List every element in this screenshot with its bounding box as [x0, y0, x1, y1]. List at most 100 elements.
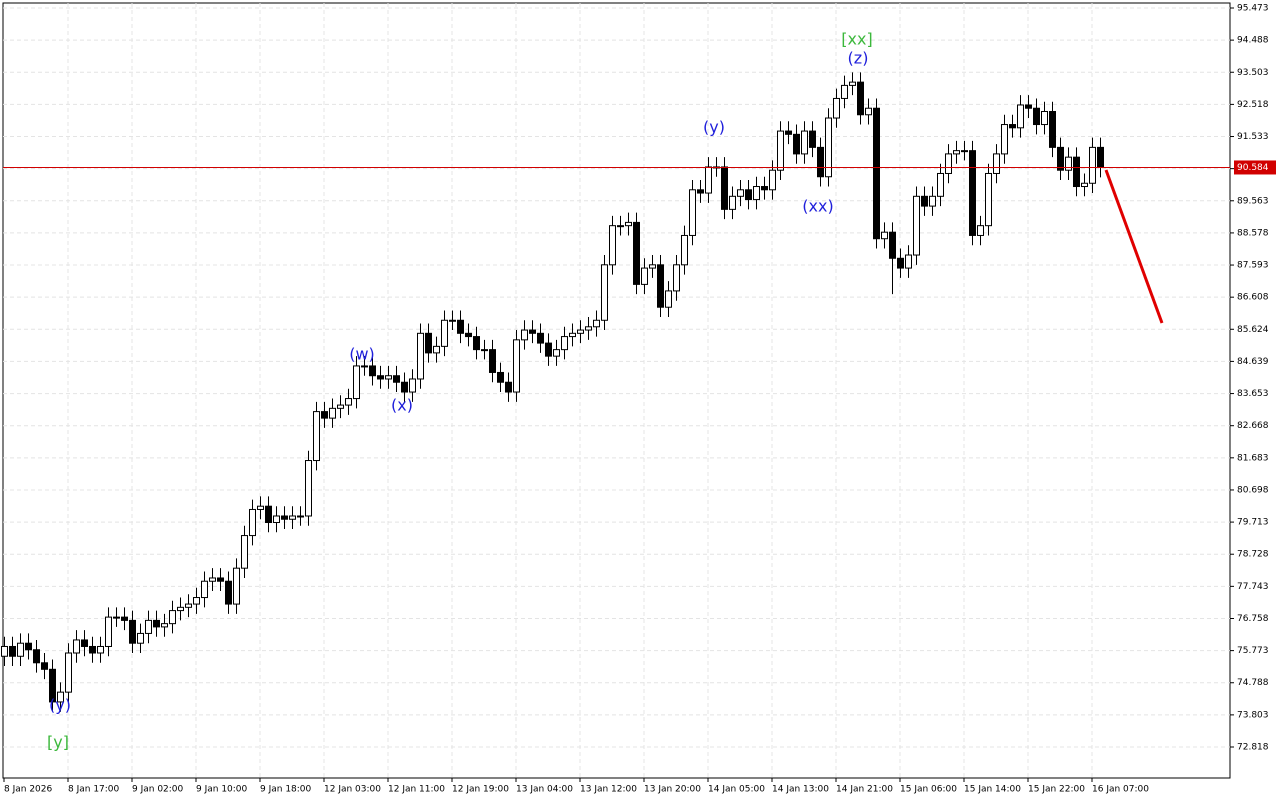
candle-body: [593, 319, 600, 328]
candle-body: [601, 264, 608, 321]
candle-body: [201, 580, 208, 599]
candle-body: [873, 107, 880, 240]
candle-body: [313, 411, 320, 462]
candle-body: [537, 332, 544, 344]
candle-body: [401, 381, 408, 393]
candle-body: [361, 365, 368, 368]
y-tick-label: 91.533: [1237, 132, 1269, 142]
candle-body: [881, 231, 888, 240]
y-tick-label: 88.578: [1237, 228, 1269, 238]
candle-body: [1, 645, 8, 657]
y-tick-label: 85.624: [1237, 325, 1269, 335]
candle-body: [761, 186, 768, 191]
candle-body: [161, 623, 168, 628]
candle-body: [1081, 182, 1088, 188]
candle-body: [25, 642, 32, 651]
candle-body: [137, 632, 144, 644]
y-tick-label: 84.639: [1237, 357, 1269, 367]
candle-body: [865, 107, 872, 116]
wave-label: [y]: [47, 733, 69, 752]
candle-body: [1049, 110, 1056, 148]
candles: [1, 72, 1104, 712]
candle-body: [817, 146, 824, 178]
candle-body: [1025, 104, 1032, 109]
y-tick-label: 93.503: [1237, 68, 1269, 78]
wave-label: (y): [703, 118, 725, 137]
x-tick-label: 15 Jan 14:00: [964, 785, 1021, 795]
candle-body: [1001, 124, 1008, 155]
candle-body: [505, 381, 512, 393]
candle-body: [841, 84, 848, 99]
candle-body: [969, 150, 976, 236]
x-tick-label: 12 Jan 19:00: [452, 785, 509, 795]
candle-body: [705, 166, 712, 194]
candle-body: [745, 189, 752, 201]
y-tick-label: 89.563: [1237, 196, 1269, 206]
candle-body: [553, 349, 560, 357]
candle-body: [41, 662, 48, 670]
candle-body: [577, 329, 584, 334]
candle-body: [521, 329, 528, 341]
candle-body: [57, 691, 64, 703]
candle-body: [337, 404, 344, 409]
candle-body: [649, 264, 656, 269]
candle-body: [657, 264, 664, 308]
candle-body: [697, 189, 704, 194]
x-tick-label: 9 Jan 02:00: [132, 785, 184, 795]
x-tick-label: 14 Jan 21:00: [836, 785, 893, 795]
candle-body: [825, 117, 832, 178]
candle-body: [545, 342, 552, 357]
y-tick-label: 73.803: [1237, 710, 1269, 720]
candle-body: [185, 603, 192, 608]
candle-body: [1041, 110, 1048, 126]
candle-body: [233, 567, 240, 605]
candle-body: [793, 133, 800, 155]
candle-body: [369, 365, 376, 377]
x-tick-label: 13 Jan 20:00: [644, 785, 701, 795]
candle-body: [889, 231, 896, 259]
candle-body: [489, 349, 496, 373]
candle-body: [73, 639, 80, 654]
candle-body: [249, 508, 256, 537]
candle-body: [529, 329, 536, 334]
candle-body: [177, 606, 184, 612]
candle-body: [129, 619, 136, 644]
candle-body: [921, 195, 928, 207]
wave-label: (x): [391, 396, 413, 415]
candle-body: [673, 264, 680, 292]
y-tick-label: 81.683: [1237, 453, 1269, 463]
current-price-box: [1234, 160, 1276, 175]
candle-body: [513, 339, 520, 393]
candle-body: [753, 186, 760, 201]
candle-body: [609, 225, 616, 266]
candle-body: [33, 649, 40, 664]
candle-body: [633, 221, 640, 285]
candle-body: [193, 597, 200, 605]
x-tick-label: 12 Jan 03:00: [324, 785, 381, 795]
candle-body: [937, 172, 944, 197]
plot-frame: [2, 2, 1231, 779]
candle-body: [993, 153, 1000, 174]
candle-body: [105, 616, 112, 647]
candle-body: [273, 515, 280, 524]
candle-body: [81, 639, 88, 647]
wave-label: (z): [848, 49, 869, 68]
candle-body: [17, 642, 24, 657]
overlay: 90.584 (y) [y] (w) (x) (y) (xx) (z)[xx]: [3, 30, 1276, 752]
x-tick-label: 15 Jan 22:00: [1028, 785, 1085, 795]
forecast-arrow: [1104, 169, 1164, 324]
candle-body: [961, 150, 968, 153]
candle-body: [1097, 146, 1104, 168]
y-tick-label: 83.653: [1237, 389, 1269, 399]
candle-body: [217, 577, 224, 582]
candle-body: [425, 332, 432, 354]
grid: 95.47394.48893.50392.51891.53390.54889.5…: [3, 3, 1269, 795]
candle-body: [353, 365, 360, 400]
candle-body: [617, 225, 624, 228]
candle-body: [257, 505, 264, 510]
x-tick-label: 14 Jan 13:00: [772, 785, 829, 795]
candle-body: [785, 130, 792, 135]
x-tick-label: 15 Jan 06:00: [900, 785, 957, 795]
candle-body: [153, 619, 160, 628]
